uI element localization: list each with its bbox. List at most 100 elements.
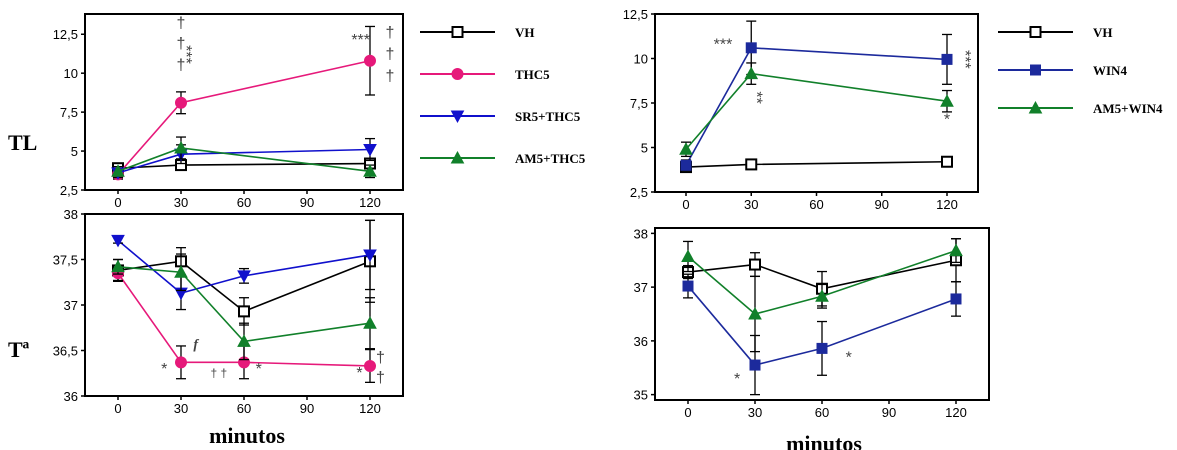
legend-item-vh: VH: [420, 25, 535, 40]
y-tick-label: 38: [634, 226, 648, 241]
x-tick-label: 90: [300, 401, 314, 416]
y-tick-label: 12,5: [623, 7, 648, 22]
x-tick-label: 120: [936, 197, 958, 212]
legend-item-am5-win4: AM5+WIN4: [998, 100, 1163, 116]
legend-label: WIN4: [1093, 63, 1127, 78]
ylabel-tl: TL: [8, 130, 37, 155]
x-tick-label: 60: [237, 195, 251, 210]
y-tick-label: 2,5: [60, 183, 78, 198]
y-tick-label: 5: [71, 144, 78, 159]
dagger-annotation: †: [177, 15, 186, 32]
x-tick-label: 120: [945, 405, 967, 420]
data-point: [816, 342, 828, 354]
x-tick-label: 0: [114, 195, 121, 210]
x-tick-label: 90: [300, 195, 314, 210]
data-point: [680, 159, 692, 171]
data-point: [681, 249, 695, 262]
series-win4: [682, 273, 962, 396]
series-line: [117, 272, 371, 367]
y-tick-label: 10: [634, 52, 648, 67]
legend-marker: [450, 150, 465, 164]
data-point: [363, 164, 377, 177]
data-point: [949, 243, 963, 257]
data-point: [749, 258, 761, 271]
data-point: [237, 270, 251, 283]
dagger-annotation: †: [386, 68, 395, 85]
y-tick-label: 7,5: [630, 96, 648, 111]
panel-temp-win: 0 30 60 90 120 35 36 37 38 * *: [634, 226, 990, 420]
y-tick-label: 37: [64, 298, 78, 313]
data-point: [749, 359, 761, 371]
significance-annotation: *: [734, 371, 740, 388]
xlabel-left: minutos: [209, 423, 285, 448]
dagger-annotation: †: [376, 349, 385, 366]
legend-marker: [1030, 64, 1041, 76]
legend-item-am5-thc5: AM5+THC5: [420, 150, 586, 166]
x-tick-label: 60: [809, 197, 823, 212]
x-tick-label: 30: [174, 195, 188, 210]
plot-frame: [84, 13, 404, 191]
x-tick-label: 90: [875, 197, 889, 212]
legend-marker: [451, 26, 464, 38]
significance-annotation: *: [256, 361, 262, 378]
data-point: [679, 142, 693, 155]
series-am5-win4: [679, 62, 954, 158]
x-tick-label: 90: [882, 405, 896, 420]
xlabel-right: minutos: [786, 431, 862, 450]
data-point: [364, 54, 376, 67]
data-point: [941, 155, 953, 168]
series-line: [117, 239, 371, 295]
data-point: [745, 42, 757, 54]
data-point: [175, 96, 187, 109]
data-point: [363, 249, 377, 262]
plot-frame: [654, 13, 979, 193]
significance-annotation: ***: [177, 45, 194, 64]
x-tick-label: 120: [359, 195, 381, 210]
significance-annotation: *: [944, 111, 950, 128]
legend-thc: VH THC5 SR5+THC5 AM5+THC5: [420, 25, 586, 166]
x-tick-label: 30: [174, 401, 188, 416]
data-point: [745, 158, 758, 171]
series-line: [117, 265, 371, 343]
legend-item-sr5-thc5: SR5+THC5: [420, 109, 581, 124]
y-tick-label: 2,5: [630, 185, 648, 200]
data-point: [941, 53, 953, 65]
data-point: [174, 265, 188, 278]
y-tick-label: 12,5: [53, 27, 78, 42]
data-point: [940, 94, 954, 107]
data-point: [238, 305, 250, 318]
y-tick-label: 36,5: [53, 344, 78, 359]
y-tick-label: 10: [64, 66, 78, 81]
x-tick-label: 30: [748, 405, 762, 420]
x-tick-label: 0: [682, 197, 689, 212]
series-am5-thc5: [111, 136, 377, 179]
data-point: [815, 289, 829, 302]
significance-annotation: **: [747, 91, 764, 103]
series-am5-thc5: [111, 253, 377, 361]
data-point: [363, 144, 377, 157]
x-tick-label: 0: [684, 405, 691, 420]
data-point: [950, 293, 962, 305]
y-tick-label: 37,5: [53, 253, 78, 268]
data-point: [748, 306, 762, 320]
legend-label: VH: [1093, 25, 1113, 40]
legend-item-thc5: THC5: [420, 67, 550, 82]
data-point: [682, 280, 694, 292]
legend-label: VH: [515, 25, 535, 40]
ylabel-temp: Tª: [8, 337, 30, 362]
significance-annotation: *: [161, 361, 167, 378]
series-line: [687, 285, 957, 366]
dagger-annotation: †: [376, 369, 385, 386]
data-point: [237, 334, 251, 347]
dagger-annotation: †: [177, 35, 186, 52]
legend-marker: [450, 110, 465, 124]
significance-annotation: *: [846, 349, 852, 366]
y-tick-label: 36: [64, 389, 78, 404]
data-point: [111, 164, 125, 177]
x-tick-label: 30: [744, 197, 758, 212]
y-tick-label: 36: [634, 334, 648, 349]
data-point: [363, 316, 377, 329]
dagger-annotation: †: [177, 57, 186, 74]
dagger-annotation: † †: [210, 366, 227, 380]
